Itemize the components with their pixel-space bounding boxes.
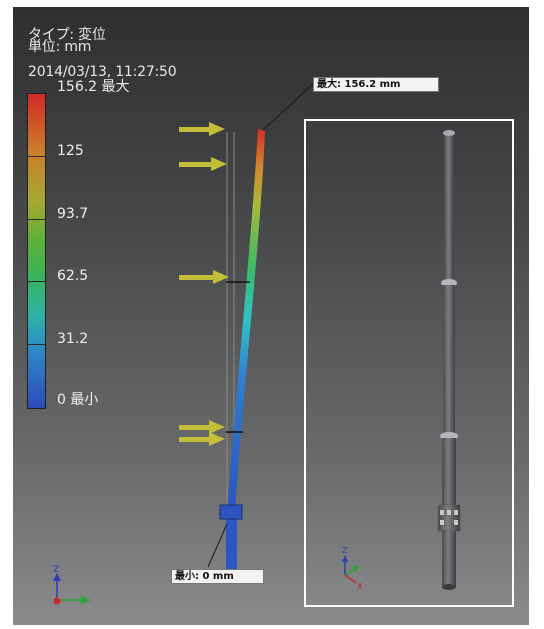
max-leader-line bbox=[262, 83, 314, 131]
undeformed-model-inset-frame bbox=[304, 119, 514, 607]
axis-triad: Z bbox=[53, 565, 91, 605]
legend-label-125: 125 bbox=[57, 143, 84, 159]
unit-label: 単位: mm bbox=[28, 39, 92, 55]
viewport[interactable]: タイプ: 変位 単位: mm 2014/03/13, 11:27:50 156.… bbox=[13, 7, 529, 625]
max-displacement-callout: 最大: 156.2 mm bbox=[313, 77, 439, 92]
legend-tick bbox=[27, 281, 46, 282]
svg-text:Z: Z bbox=[53, 565, 59, 575]
load-arrow-3 bbox=[179, 270, 229, 284]
svg-text:X: X bbox=[357, 582, 363, 591]
legend-label-62-5: 62.5 bbox=[57, 268, 89, 284]
svg-text:Z: Z bbox=[342, 546, 348, 555]
min-displacement-callout: 最小: 0 mm bbox=[171, 569, 264, 584]
color-legend-bar bbox=[27, 93, 46, 409]
model-canvas[interactable]: Z Z bbox=[13, 7, 529, 625]
pole-base bbox=[226, 512, 237, 574]
load-arrow-2 bbox=[179, 157, 227, 171]
timestamp-label: 2014/03/13, 11:27:50 bbox=[28, 64, 177, 80]
load-arrow-5 bbox=[179, 432, 225, 446]
inset-axis-triad: Z X bbox=[342, 546, 363, 591]
legend-label-31-2: 31.2 bbox=[57, 331, 89, 347]
legend-min-label: 0 最小 bbox=[57, 392, 99, 408]
base-flange bbox=[219, 504, 243, 520]
legend-tick bbox=[27, 156, 46, 157]
result-type-label: タイプ: 変位 bbox=[28, 27, 106, 43]
pole-model-inset[interactable] bbox=[437, 130, 461, 590]
legend-tick bbox=[27, 219, 46, 220]
load-arrow-1 bbox=[179, 122, 225, 136]
load-arrow-4 bbox=[179, 420, 225, 434]
legend-tick bbox=[27, 344, 46, 345]
legend-label-93-7: 93.7 bbox=[57, 206, 89, 222]
min-leader-line bbox=[207, 523, 228, 568]
legend-max-label: 156.2 最大 bbox=[57, 79, 130, 95]
deformed-beam[interactable] bbox=[227, 129, 265, 512]
